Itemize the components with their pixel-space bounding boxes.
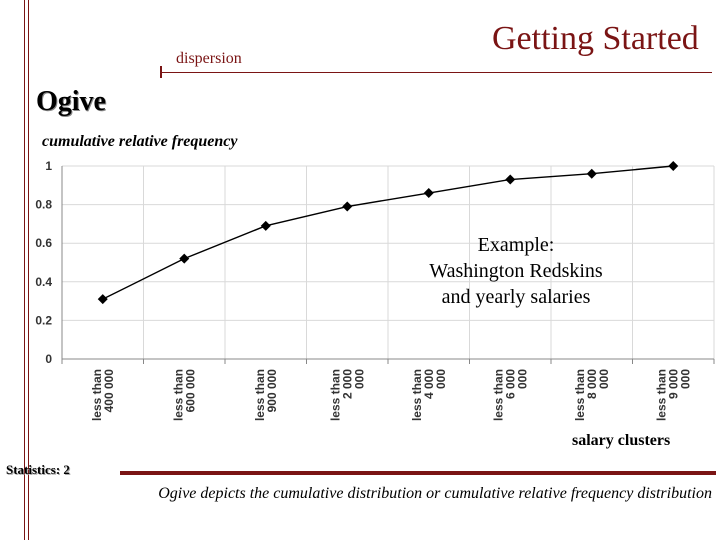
left-border-rule — [24, 0, 25, 540]
slide-title: Ogive — [36, 86, 106, 117]
y-tick-label: 0.2 — [35, 313, 52, 327]
x-tick-label-line: 2 000 — [340, 369, 354, 399]
x-tick-label-line: 6 000 — [503, 369, 517, 399]
slide-caption: Ogive depicts the cumulative distributio… — [158, 485, 712, 502]
data-point — [97, 294, 108, 305]
data-point — [342, 201, 353, 212]
data-point — [668, 161, 679, 171]
x-tick-label-line: less than — [253, 369, 267, 421]
chart-grid — [62, 165, 715, 359]
x-tick-label-line: less than — [654, 369, 668, 421]
x-tick-label-line: less than — [491, 369, 505, 421]
left-border-rule — [28, 0, 29, 540]
data-point — [179, 253, 190, 264]
data-point — [260, 220, 271, 231]
y-tick-label: 0.6 — [35, 236, 52, 250]
slide-header: Getting Started — [492, 20, 699, 57]
example-line: Example: — [477, 234, 555, 256]
x-tick-label-line: 4 000 — [422, 369, 436, 399]
y-tick-labels: 0 0.2 0.4 0.6 0.8 1 — [35, 159, 52, 366]
example-note: Example: Washington Redskins and yearly … — [400, 232, 632, 310]
y-tick-label: 0 — [45, 352, 52, 366]
footer-label: Statistics: 2 — [6, 462, 70, 477]
x-tick-label-line: 8 000 — [585, 369, 599, 399]
data-point — [505, 174, 516, 185]
x-axis-label: salary clusters — [572, 432, 671, 449]
y-tick-label: 0.4 — [35, 275, 52, 289]
series-line — [102, 165, 674, 300]
example-line: Washington Redskins — [429, 260, 603, 282]
footer-divider — [120, 471, 716, 475]
y-tick-label: 1 — [45, 159, 52, 173]
data-point — [586, 168, 597, 179]
data-point — [423, 188, 434, 199]
x-tick-label-line: less than — [90, 369, 104, 421]
x-tick-label-line: less than — [573, 369, 587, 421]
x-tick-label-line: 400 000 — [102, 369, 116, 413]
chart-series — [97, 161, 679, 305]
y-tick-label: 0.8 — [35, 198, 52, 212]
x-tick-label-line: less than — [410, 369, 424, 421]
example-line: and yearly salaries — [441, 286, 591, 308]
x-tick-label-line: 600 000 — [183, 369, 197, 413]
section-label: dispersion — [176, 50, 242, 67]
chart-axes — [61, 166, 715, 364]
x-tick-label-line: 000 — [678, 369, 692, 389]
x-tick-label-line: 9 000 — [666, 369, 680, 399]
x-tick-label-line: 000 — [352, 369, 366, 389]
header-divider — [160, 72, 712, 73]
x-tick-label-line: 900 000 — [265, 369, 279, 413]
x-tick-label-line: 000 — [434, 369, 448, 389]
y-axis-label: cumulative relative frequency — [42, 133, 238, 150]
x-tick-label-line: 000 — [515, 369, 529, 389]
x-tick-label-line: 000 — [597, 369, 611, 389]
x-tick-label-line: less than — [171, 369, 185, 421]
x-tick-label-line: less than — [328, 369, 342, 421]
